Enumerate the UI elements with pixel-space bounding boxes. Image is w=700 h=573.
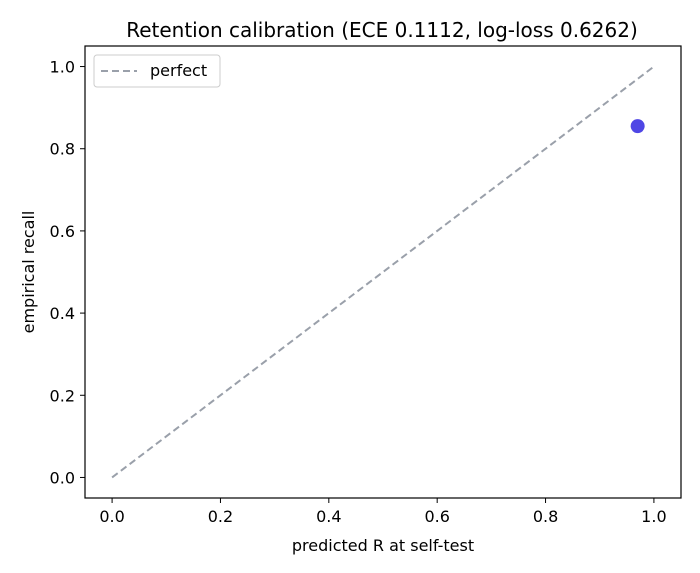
perfect-calibration-line (111, 65, 655, 479)
x-axis: 0.0 0.2 0.4 0.6 0.8 1.0 (99, 498, 667, 526)
legend: perfect (93, 54, 221, 88)
x-tick-label: 0.4 (316, 507, 341, 526)
chart-title: Retention calibration (ECE 0.1112, log-l… (126, 18, 638, 42)
calibration-point (630, 119, 645, 134)
legend-label-perfect: perfect (150, 61, 207, 80)
x-tick-label: 0.8 (533, 507, 558, 526)
y-axis: 0.0 0.2 0.4 0.6 0.8 1.0 (50, 58, 85, 487)
y-tick-label: 0.6 (50, 222, 75, 241)
x-tick-label: 1.0 (641, 507, 666, 526)
y-axis-label: empirical recall (19, 211, 38, 334)
y-tick-label: 1.0 (50, 58, 75, 77)
plot-area-frame (84, 45, 682, 499)
x-tick-label: 0.2 (208, 507, 233, 526)
y-tick-label: 0.0 (50, 468, 75, 487)
x-tick-label: 0.0 (99, 507, 124, 526)
x-tick-label: 0.6 (424, 507, 449, 526)
x-axis-label: predicted R at self-test (292, 536, 474, 555)
y-tick-label: 0.8 (50, 140, 75, 159)
plot-content (111, 65, 655, 479)
legend-frame (93, 54, 221, 88)
y-tick-label: 0.4 (50, 304, 75, 323)
y-tick-label: 0.2 (50, 386, 75, 405)
